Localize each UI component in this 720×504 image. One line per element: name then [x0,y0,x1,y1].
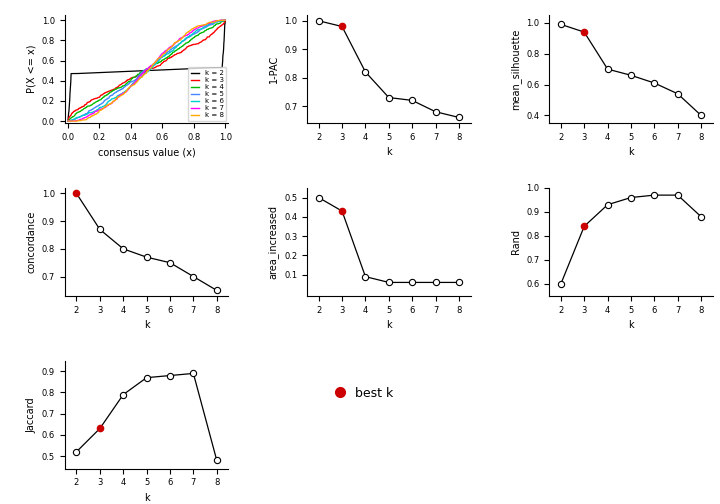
Legend: k = 2, k = 3, k = 4, k = 5, k = 6, k = 7, k = 8: k = 2, k = 3, k = 4, k = 5, k = 6, k = 7… [188,67,226,121]
Y-axis label: Rand: Rand [510,229,521,255]
X-axis label: k: k [144,320,150,330]
Y-axis label: mean_silhouette: mean_silhouette [510,28,521,110]
X-axis label: k: k [386,320,392,330]
Y-axis label: concordance: concordance [26,211,36,273]
X-axis label: consensus value (x): consensus value (x) [98,147,196,157]
Y-axis label: Jaccard: Jaccard [26,397,36,432]
X-axis label: k: k [144,493,150,503]
X-axis label: k: k [628,147,634,157]
Y-axis label: 1-PAC: 1-PAC [269,55,279,83]
Y-axis label: P(X <= x): P(X <= x) [26,45,36,93]
X-axis label: k: k [386,147,392,157]
Legend: best k: best k [330,382,398,405]
X-axis label: k: k [628,320,634,330]
Y-axis label: area_increased: area_increased [268,205,279,279]
